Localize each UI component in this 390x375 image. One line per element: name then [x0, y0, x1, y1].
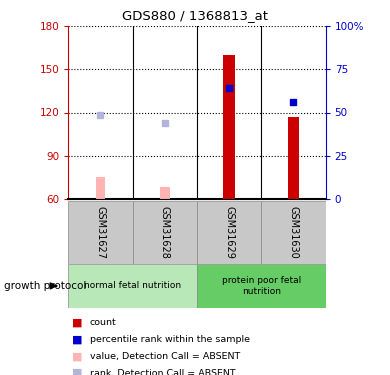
Text: ■: ■: [72, 368, 83, 375]
Text: growth protocol: growth protocol: [4, 281, 86, 291]
Text: GSM31628: GSM31628: [160, 206, 170, 259]
Text: value, Detection Call = ABSENT: value, Detection Call = ABSENT: [90, 352, 240, 361]
Text: protein poor fetal
nutrition: protein poor fetal nutrition: [222, 276, 301, 296]
Text: GSM31629: GSM31629: [224, 206, 234, 259]
Bar: [197, 264, 326, 308]
Bar: [96, 177, 105, 199]
Bar: [68, 264, 197, 308]
Text: ■: ■: [72, 351, 83, 361]
Bar: [197, 201, 261, 264]
Text: count: count: [90, 318, 117, 327]
Text: ■: ■: [72, 318, 83, 327]
Bar: [133, 201, 197, 264]
Bar: [261, 201, 326, 264]
Bar: [288, 117, 299, 199]
Text: rank, Detection Call = ABSENT: rank, Detection Call = ABSENT: [90, 369, 235, 375]
Text: GSM31630: GSM31630: [289, 206, 298, 259]
Text: percentile rank within the sample: percentile rank within the sample: [90, 335, 250, 344]
Bar: [68, 201, 133, 264]
Text: GSM31627: GSM31627: [96, 206, 105, 259]
Text: normal fetal nutrition: normal fetal nutrition: [84, 281, 181, 290]
Bar: [223, 55, 235, 199]
Bar: [160, 187, 170, 199]
Text: GDS880 / 1368813_at: GDS880 / 1368813_at: [122, 9, 268, 22]
Text: ■: ■: [72, 334, 83, 344]
